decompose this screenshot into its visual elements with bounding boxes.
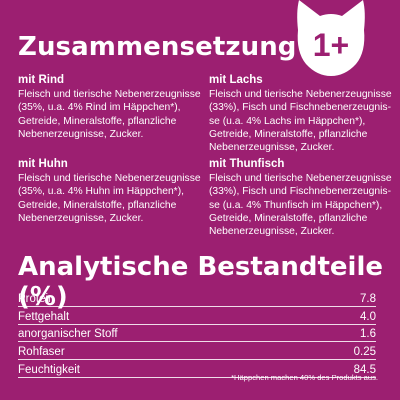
- analysis-table: Protein 7.8 Fettgehalt 4.0 anorganischer…: [18, 289, 376, 378]
- section-title: mit Huhn: [18, 158, 68, 170]
- row-label: Protein: [18, 292, 55, 305]
- section-title: mit Rind: [18, 74, 64, 86]
- row-label: Feuchtigkeit: [18, 363, 81, 376]
- section-thunfisch: mit Thunfisch Fleisch und tierische Nebe…: [209, 157, 394, 238]
- section-text: Fleisch und tierische Nebenerzeugnisse (…: [209, 89, 392, 154]
- row-label: Rohfaser: [18, 346, 65, 359]
- table-row: Fettgehalt 4.0: [18, 307, 376, 325]
- table-row: Protein 7.8: [18, 289, 376, 307]
- analysis-title: Analytische Bestandteile (%): [18, 252, 384, 312]
- table-row: anorganischer Stoff 1.6: [18, 325, 376, 343]
- section-text: Fleisch und tierische Nebenerzeugnisse (…: [18, 173, 201, 224]
- row-value: 84.5: [353, 363, 376, 376]
- table-row: Rohfaser 0.25: [18, 342, 376, 361]
- row-value: 0.25: [353, 346, 376, 359]
- row-value: 1.6: [360, 328, 376, 341]
- cat-head-icon: 1+: [297, 0, 365, 76]
- section-huhn: mit Huhn Fleisch und tierische Nebenerze…: [18, 157, 203, 225]
- section-lachs: mit Lachs Fleisch und tierische Nebenerz…: [209, 73, 394, 154]
- footnote: *Häppchen machen 40% des Produkts aus.: [231, 373, 378, 382]
- section-text: Fleisch und tierische Nebenerzeugnisse (…: [209, 173, 392, 238]
- table-row: Feuchtigkeit 84.5: [18, 360, 376, 378]
- section-title: mit Lachs: [209, 74, 263, 86]
- section-title: mit Thunfisch: [209, 158, 285, 170]
- section-text: Fleisch und tierische Nebenerzeugnisse (…: [18, 89, 201, 140]
- row-value: 4.0: [360, 310, 376, 323]
- row-value: 7.8: [360, 292, 376, 305]
- badge-label: 1+: [313, 27, 349, 63]
- section-rind: mit Rind Fleisch und tierische Nebenerze…: [18, 73, 203, 141]
- row-label: Fettgehalt: [18, 310, 70, 323]
- row-label: anorganischer Stoff: [18, 328, 118, 341]
- composition-title: Zusammensetzung: [18, 32, 297, 62]
